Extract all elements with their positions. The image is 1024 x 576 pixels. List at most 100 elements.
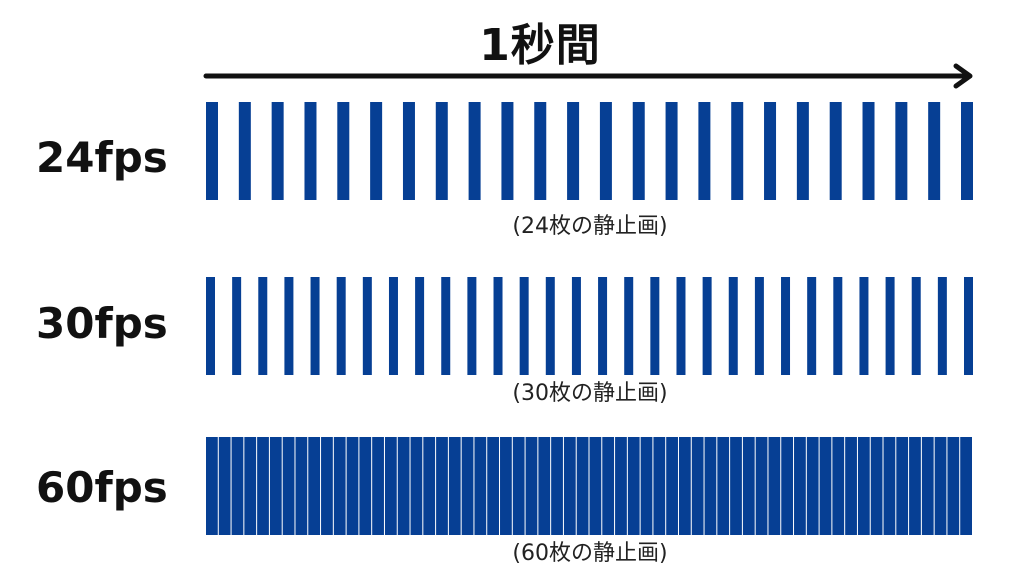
frame-bar: [218, 437, 231, 535]
frame-bar: [336, 277, 346, 375]
frame-bar: [467, 277, 477, 375]
caption-60fps: (60枚の静止画): [512, 541, 668, 566]
frame-bar: [666, 437, 678, 535]
frame-bar: [728, 277, 738, 375]
frame-bar: [885, 277, 895, 375]
frame-bar: [282, 437, 295, 535]
frame-bar: [794, 437, 806, 535]
frame-bar: [702, 277, 712, 375]
frame-bar: [602, 437, 615, 535]
frame-bar: [964, 277, 973, 375]
frame-bar: [500, 437, 512, 535]
frame-bar: [423, 437, 436, 535]
frame-bar: [258, 277, 268, 375]
frame-bar: [231, 437, 244, 535]
frame-bar: [461, 437, 474, 535]
frame-bar: [271, 102, 284, 200]
frame-bar: [388, 277, 398, 375]
frames-strip-24fps: [206, 102, 973, 200]
frame-bar: [238, 102, 251, 200]
frame-bar: [781, 437, 794, 535]
frame-bar: [781, 277, 791, 375]
frame-bar: [764, 102, 777, 200]
frame-bar: [448, 437, 461, 535]
frame-bar: [676, 277, 686, 375]
frame-bar: [796, 102, 809, 200]
frame-bar: [563, 437, 576, 535]
frame-bar: [346, 437, 359, 535]
frame-bar: [895, 102, 908, 200]
frame-bar: [576, 437, 589, 535]
frame-bar: [519, 277, 529, 375]
frame-bar: [833, 277, 843, 375]
frame-bar: [310, 277, 320, 375]
frame-bar: [806, 437, 819, 535]
frame-bar: [640, 437, 653, 535]
frames-strip-30fps: [206, 277, 973, 375]
frame-bar: [829, 102, 842, 200]
row-label-30fps: 30fps: [36, 299, 168, 348]
frame-bar: [397, 437, 410, 535]
frame-bar: [627, 437, 640, 535]
frame-bar: [947, 437, 960, 535]
frame-bar: [896, 437, 909, 535]
frame-bar: [308, 437, 321, 535]
frame-bar: [206, 277, 215, 375]
frame-bar: [653, 437, 666, 535]
row-label-60fps: 60fps: [36, 463, 168, 512]
frames-strip-60fps: [206, 437, 972, 535]
frame-bar: [857, 437, 870, 535]
frame-bar: [807, 277, 817, 375]
one-second-arrow: [203, 63, 973, 89]
frame-bar: [402, 102, 415, 200]
frame-bar: [441, 277, 451, 375]
frame-bar: [845, 437, 857, 535]
frame-bar: [742, 437, 755, 535]
frame-bar: [269, 437, 282, 535]
frame-bar: [911, 277, 921, 375]
frame-bar: [921, 437, 934, 535]
frame-bar: [624, 277, 634, 375]
frame-bar: [665, 102, 678, 200]
frame-bar: [295, 437, 308, 535]
frame-bar: [698, 102, 711, 200]
frame-bar: [598, 277, 608, 375]
frame-bar: [928, 102, 941, 200]
frame-bar: [717, 437, 730, 535]
frame-bar: [870, 437, 883, 535]
frame-bar: [304, 102, 317, 200]
frame-bar: [284, 277, 294, 375]
frame-bar: [487, 437, 500, 535]
frame-bar: [370, 102, 383, 200]
frame-bar: [819, 437, 832, 535]
frame-bar: [551, 437, 563, 535]
frame-bar: [937, 277, 947, 375]
frame-bar: [731, 102, 744, 200]
frame-bar: [545, 277, 555, 375]
frame-bar: [768, 437, 781, 535]
frame-bar: [832, 437, 845, 535]
frame-bar: [571, 277, 581, 375]
frame-bar: [589, 437, 602, 535]
arrow-head-icon: [953, 63, 973, 89]
frame-bar: [410, 437, 423, 535]
frame-bar: [704, 437, 717, 535]
frame-bar: [678, 437, 691, 535]
diagram-title: 1秒間: [479, 20, 601, 71]
frame-bar: [206, 437, 218, 535]
frame-bar: [384, 437, 397, 535]
frame-bar: [632, 102, 645, 200]
frame-bar: [436, 437, 448, 535]
frame-bar: [730, 437, 742, 535]
frame-bar: [206, 102, 218, 200]
frame-bar: [244, 437, 257, 535]
frame-bar: [474, 437, 487, 535]
frame-bar: [691, 437, 704, 535]
frame-bar: [321, 437, 333, 535]
frame-bar: [232, 277, 242, 375]
frame-bar: [859, 277, 869, 375]
frame-bar: [359, 437, 372, 535]
frame-bar: [468, 102, 481, 200]
row-label-24fps: 24fps: [36, 133, 168, 182]
frame-bar: [909, 437, 921, 535]
